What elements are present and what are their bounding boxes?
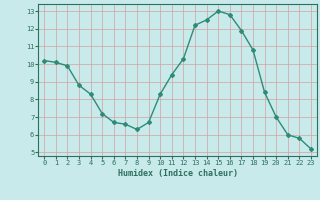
X-axis label: Humidex (Indice chaleur): Humidex (Indice chaleur) — [118, 169, 238, 178]
